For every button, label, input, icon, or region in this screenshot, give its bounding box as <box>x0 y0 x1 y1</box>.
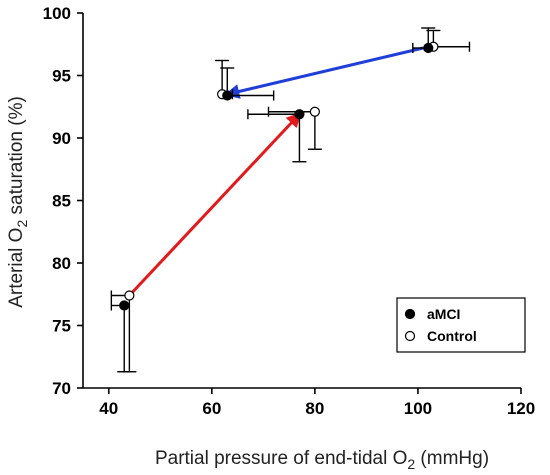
x-tick-label: 60 <box>202 399 221 418</box>
legend-box <box>396 297 526 353</box>
axes: 70 75 80 85 90 95 100 40 60 80 100 120 <box>43 4 536 418</box>
arrows <box>128 46 424 297</box>
x-axis-title: Partial pressure of end-tidal O2 (mmHg) <box>155 448 489 472</box>
y-tick-label: 85 <box>52 192 71 211</box>
legend-marker-amci <box>404 308 416 320</box>
y-axis-title: Arterial O2 saturation (%) <box>6 96 30 308</box>
legend: aMCI Control <box>396 297 526 353</box>
data-points <box>119 41 439 311</box>
y-tick-label: 90 <box>52 129 71 148</box>
point-amci <box>222 90 233 101</box>
legend-label-amci: aMCI <box>427 306 460 322</box>
x-tick-label: 120 <box>507 399 535 418</box>
point-amci <box>423 42 434 54</box>
y-tick-label: 80 <box>52 254 71 273</box>
y-tick-label: 70 <box>52 379 71 398</box>
y-tick-label: 75 <box>52 317 71 336</box>
point-amci <box>294 109 305 120</box>
point-amci <box>119 300 130 311</box>
y-tick-label: 100 <box>43 4 71 23</box>
legend-label-control: Control <box>427 328 477 344</box>
x-tick-label: 80 <box>305 399 324 418</box>
arrow-red <box>128 112 302 297</box>
point-control <box>124 290 135 301</box>
y-tick-label: 95 <box>52 67 71 86</box>
legend-marker-control <box>404 330 416 342</box>
x-tick-label: 40 <box>99 399 118 418</box>
x-tick-label: 100 <box>404 399 432 418</box>
point-control <box>309 106 320 117</box>
arrow-blue <box>224 46 424 99</box>
